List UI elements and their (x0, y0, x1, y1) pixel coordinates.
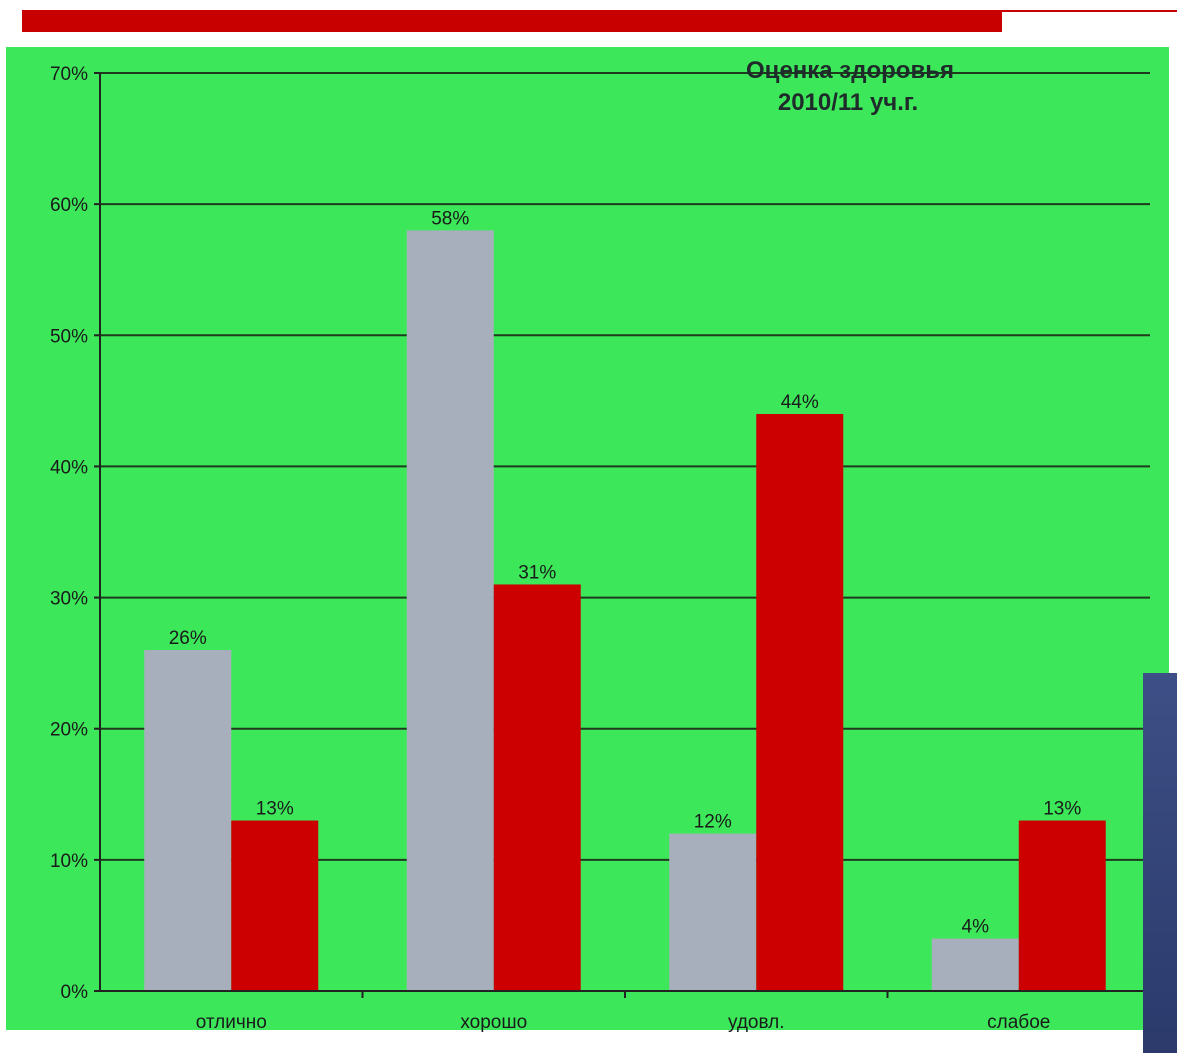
y-tick-label: 30% (50, 589, 88, 610)
bar (756, 413, 844, 991)
bar (406, 230, 494, 991)
data-label: 58% (431, 208, 469, 229)
top-accent-line (1002, 10, 1177, 12)
bar (931, 938, 1019, 991)
x-tick-label: хорошо (460, 1012, 527, 1033)
chart-title-line-2: 2010/11 уч.г. (778, 89, 918, 116)
bars (144, 230, 1106, 991)
bar (231, 820, 319, 991)
y-tick-label: 70% (50, 64, 88, 85)
x-tick-label: слабое (987, 1012, 1050, 1033)
y-tick-label: 20% (50, 720, 88, 741)
data-label: 12% (694, 812, 732, 833)
labels: 0% 10% 20% 30% 40% 50% 60% 70% отлично 26% 13% хоро… (50, 64, 1081, 1033)
y-tick-label: 10% (50, 851, 88, 872)
y-tick-label: 50% (50, 326, 88, 347)
data-label: 44% (781, 392, 819, 413)
data-label: 13% (256, 799, 294, 820)
data-label: 4% (962, 917, 990, 938)
x-tick-label: отлично (196, 1012, 267, 1033)
side-decoration-box (1143, 673, 1177, 1053)
bar (669, 833, 757, 991)
axes (94, 72, 1150, 998)
x-tick-label: удовл. (728, 1012, 785, 1033)
data-label: 26% (169, 628, 207, 649)
y-tick-label: 0% (61, 982, 89, 1003)
data-label: 13% (1043, 799, 1081, 820)
bar (493, 584, 581, 991)
y-tick-label: 40% (50, 457, 88, 478)
y-tick-label: 60% (50, 195, 88, 216)
gridlines (100, 72, 1150, 861)
top-accent-bar (22, 10, 1002, 32)
bar (144, 650, 232, 991)
data-label: 31% (518, 562, 556, 583)
bar (1018, 820, 1106, 991)
chart-title-line-1: Оценка здоровья (746, 57, 954, 84)
